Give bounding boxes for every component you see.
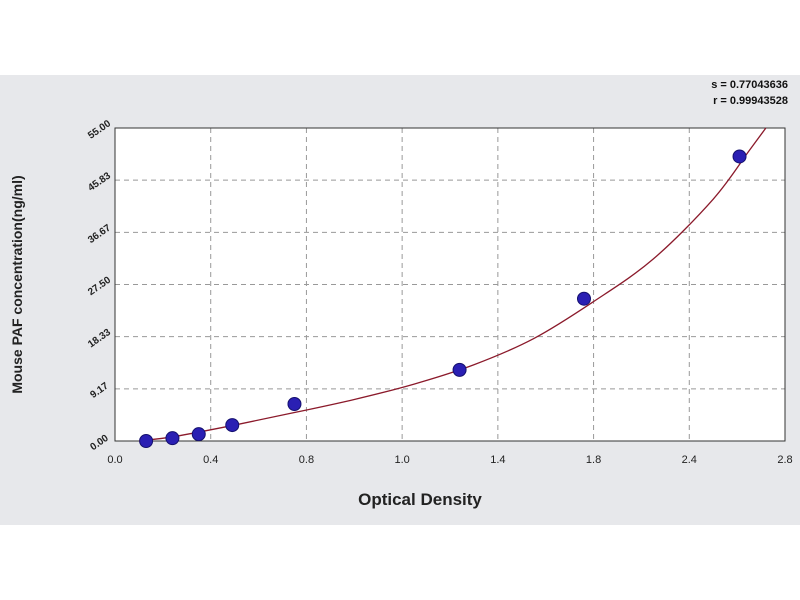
- data-point: [139, 434, 154, 448]
- y-axis-title: Mouse PAF concentration(ng/ml): [9, 175, 25, 393]
- y-tick-label: 18.33: [86, 327, 113, 351]
- y-tick-label: 27.50: [86, 275, 113, 299]
- x-tick-label: 2.4: [682, 454, 697, 466]
- y-tick-label: 45.83: [86, 170, 113, 194]
- y-tick-label: 36.67: [86, 222, 113, 246]
- x-tick-label: 0.4: [203, 454, 218, 466]
- x-axis-title: Optical Density: [358, 490, 482, 509]
- x-tick-label: 0.0: [107, 454, 122, 466]
- x-tick-label: 2.8: [777, 454, 792, 466]
- data-point: [577, 291, 591, 306]
- data-point: [452, 362, 467, 377]
- data-point: [165, 431, 180, 446]
- x-tick-label: 1.4: [490, 454, 505, 466]
- x-tick-label: 0.8: [299, 454, 314, 466]
- fit-r-stat: r = 0.99943528: [713, 95, 788, 107]
- x-tick-label: 1.0: [394, 454, 409, 466]
- plot-frame: [114, 127, 786, 442]
- x-tick-label: 1.8: [586, 454, 601, 466]
- chart-panel: s = 0.77043636 r = 0.99943528 0.0 0.4 0.8 1…: [0, 75, 800, 525]
- data-point: [225, 418, 240, 433]
- y-tick-label: 55.00: [86, 118, 113, 142]
- chart-svg: 0.0 0.4 0.8 1.0 1.4 1.8 2.4 2.8 0.00 9.17 18.33 27.…: [9, 118, 793, 509]
- data-point: [287, 397, 302, 412]
- fit-s-stat: s = 0.77043636: [711, 79, 788, 91]
- y-tick-label: 0.00: [88, 433, 111, 453]
- y-tick-label: 9.17: [88, 380, 111, 400]
- data-point: [732, 149, 747, 164]
- data-point: [191, 427, 206, 442]
